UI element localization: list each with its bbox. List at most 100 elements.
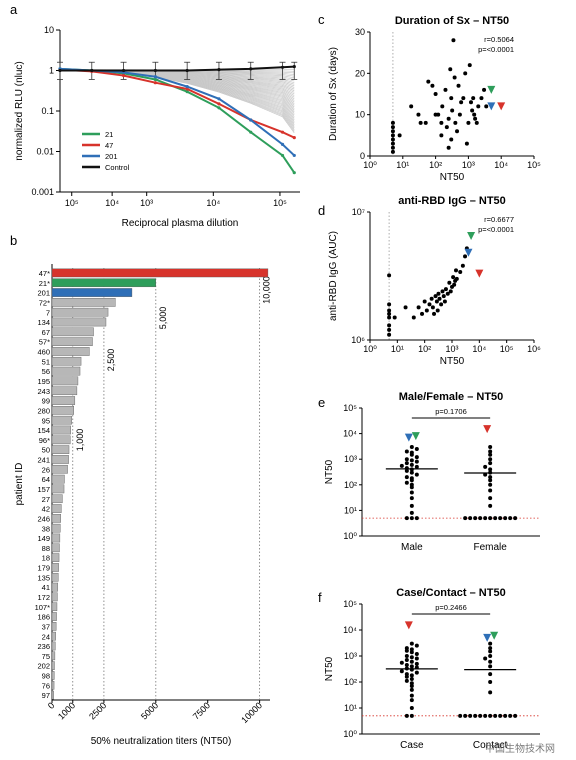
data-point bbox=[488, 649, 493, 654]
data-point bbox=[404, 663, 409, 668]
legend-label: 47 bbox=[105, 141, 113, 150]
bar-460 bbox=[51, 347, 90, 356]
category-label: 76 bbox=[42, 681, 50, 690]
y-tick-label: 10² bbox=[344, 480, 357, 490]
y-tick-label: 10⁴ bbox=[343, 625, 357, 635]
category-label: 88 bbox=[42, 544, 50, 553]
bar-7 bbox=[51, 307, 109, 317]
y-tick-label: 10¹ bbox=[344, 703, 357, 713]
data-point bbox=[404, 654, 409, 658]
y-tick-label: 10 bbox=[355, 110, 365, 120]
category-label: 246 bbox=[37, 514, 50, 523]
bar-134 bbox=[51, 317, 107, 327]
panel-letter-a: a bbox=[10, 2, 18, 17]
data-point bbox=[409, 470, 414, 475]
data-point bbox=[411, 315, 416, 320]
data-point bbox=[449, 137, 454, 142]
data-point bbox=[467, 63, 472, 68]
data-point bbox=[488, 664, 493, 669]
data-point bbox=[387, 323, 392, 328]
data-point bbox=[488, 475, 493, 480]
series-point bbox=[280, 130, 285, 134]
data-point bbox=[404, 713, 409, 718]
bar-37 bbox=[51, 622, 57, 631]
data-point bbox=[454, 276, 459, 281]
category-label: 98 bbox=[42, 672, 50, 681]
x-tick-label: 10⁵ bbox=[65, 198, 79, 208]
series-point bbox=[217, 102, 221, 106]
data-point bbox=[387, 302, 392, 307]
category-label: 18 bbox=[42, 554, 50, 563]
bar-76 bbox=[51, 680, 55, 690]
data-point bbox=[488, 444, 493, 449]
bar-201 bbox=[51, 288, 133, 297]
data-point bbox=[414, 447, 419, 452]
data-point bbox=[430, 305, 435, 310]
data-point bbox=[414, 651, 419, 656]
y-tick-label: 0.01 bbox=[36, 147, 54, 157]
series-point bbox=[217, 106, 221, 110]
category-label: 186 bbox=[37, 613, 50, 622]
reference-label: 5,000 bbox=[158, 307, 168, 330]
data-point bbox=[443, 287, 448, 292]
annotation-p: p=0.1706 bbox=[435, 407, 467, 416]
y-tick-label: 1 bbox=[49, 66, 54, 76]
bar-50 bbox=[51, 445, 70, 454]
data-point bbox=[416, 305, 421, 310]
data-point bbox=[409, 516, 414, 521]
data-point bbox=[390, 133, 395, 138]
data-point bbox=[409, 482, 414, 487]
data-point bbox=[429, 296, 434, 301]
data-point bbox=[460, 263, 465, 268]
data-point bbox=[488, 680, 493, 684]
category-label: 57* bbox=[39, 338, 50, 347]
data-point bbox=[488, 713, 493, 718]
data-point bbox=[439, 302, 444, 307]
data-point bbox=[488, 654, 493, 658]
highlight-marker-47 bbox=[483, 425, 492, 434]
legend-label: 21 bbox=[105, 130, 113, 139]
data-point bbox=[446, 116, 451, 121]
data-point bbox=[513, 713, 518, 718]
series-point bbox=[153, 68, 157, 73]
data-point bbox=[483, 464, 488, 469]
x-tick-label: 10⁵ bbox=[527, 160, 541, 170]
x-tick-label: 10⁰ bbox=[363, 344, 377, 354]
category-label: 27 bbox=[42, 495, 50, 504]
data-point bbox=[414, 643, 419, 648]
x-tick-label: 10¹ bbox=[396, 160, 409, 170]
series-point bbox=[249, 67, 253, 71]
y-tick-label: 10⁵ bbox=[343, 403, 357, 413]
bar-202 bbox=[51, 661, 55, 670]
data-point bbox=[508, 516, 513, 521]
data-point bbox=[404, 678, 409, 683]
x-axis-label: NT50 bbox=[440, 172, 465, 183]
data-point bbox=[414, 656, 419, 661]
series-point bbox=[153, 75, 157, 79]
category-label: 280 bbox=[37, 406, 50, 415]
series-point bbox=[292, 136, 296, 140]
data-point bbox=[409, 713, 414, 718]
data-point bbox=[442, 299, 447, 304]
data-point bbox=[414, 455, 419, 460]
data-point bbox=[446, 145, 451, 150]
data-point bbox=[409, 693, 414, 698]
category-label: 236 bbox=[37, 642, 50, 651]
bar-57-star bbox=[51, 337, 93, 346]
data-point bbox=[404, 468, 409, 473]
data-point bbox=[455, 129, 460, 134]
y-axis-label: NT50 bbox=[324, 656, 335, 681]
data-point bbox=[387, 332, 392, 337]
data-point bbox=[463, 71, 468, 76]
reference-label: 2,500 bbox=[106, 349, 116, 372]
y-tick-label: 0.1 bbox=[41, 106, 54, 116]
data-point bbox=[390, 137, 395, 142]
x-tick-label: 0 bbox=[46, 700, 57, 711]
data-point bbox=[409, 677, 414, 682]
data-point bbox=[468, 100, 473, 105]
series-point bbox=[292, 171, 296, 175]
data-point bbox=[409, 476, 414, 481]
data-point bbox=[404, 516, 409, 521]
data-point bbox=[409, 681, 414, 686]
annotation-p: p=<0.0001 bbox=[478, 45, 514, 54]
